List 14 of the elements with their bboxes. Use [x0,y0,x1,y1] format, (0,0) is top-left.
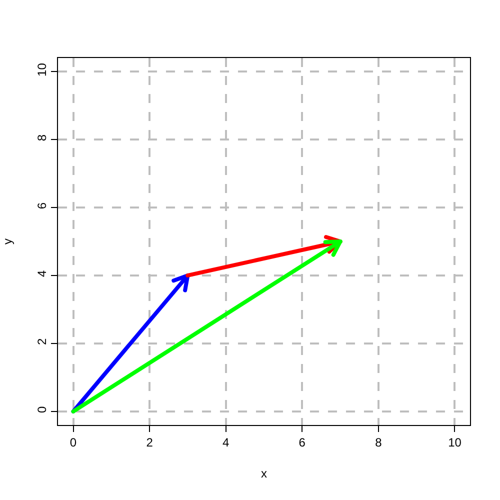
y-tick-label: 4 [35,270,50,278]
x-tick-label: 8 [375,435,382,450]
x-tick-label: 2 [146,435,154,450]
y-tick-label: 10 [35,62,50,76]
y-tick-label: 0 [35,406,50,413]
y-axis-title: y [0,238,14,244]
x-tick-label: 10 [448,435,462,450]
y-tick-label: 6 [35,202,50,210]
x-axis-title: x [261,466,267,480]
x-tick-label: 0 [70,435,77,450]
y-tick-label: 2 [35,338,50,345]
y-tick-label: 8 [35,134,50,142]
x-tick-label: 4 [222,435,230,450]
x-tick-label: 6 [298,435,306,450]
